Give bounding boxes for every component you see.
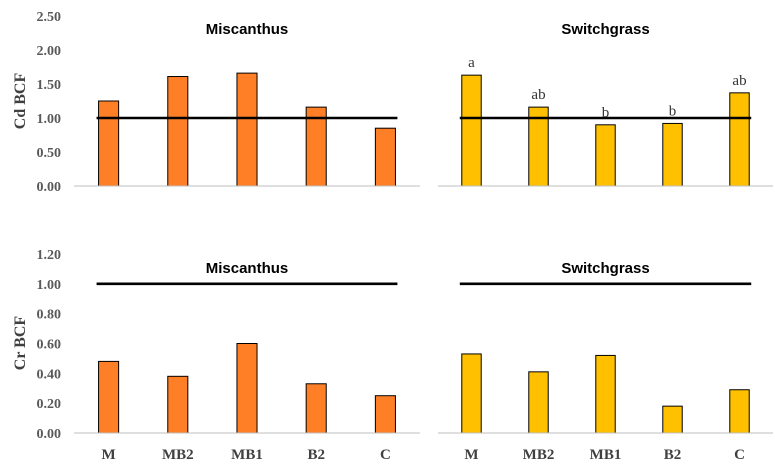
cd-miscanthus-bar-mb1 xyxy=(236,72,258,187)
cr-switchgrass-bar-c xyxy=(729,389,750,434)
cr-miscanthus-bar-mb1 xyxy=(236,343,258,434)
cr-miscanthus-bar-b2 xyxy=(305,383,327,434)
cd-miscanthus-ytick-label: 0.00 xyxy=(37,180,62,195)
cd-switchgrass-title: Switchgrass xyxy=(561,21,649,38)
cr-miscanthus-category-label: MB1 xyxy=(231,447,263,463)
cd-miscanthus-ytick-label: 0.50 xyxy=(37,146,62,161)
cr-switchgrass-bar-b2 xyxy=(662,405,683,434)
cr-switchgrass-bar-mb1 xyxy=(595,354,616,434)
cr-miscanthus-ytick-label: 0.60 xyxy=(37,338,62,353)
cr-switchgrass-category-label: MB1 xyxy=(590,447,622,463)
cr-miscanthus-bar-c xyxy=(374,395,396,434)
cd-miscanthus-ytick-label: 1.00 xyxy=(37,112,62,127)
cd-miscanthus-bar-m xyxy=(98,100,120,187)
cd-switchgrass-significance-label: b xyxy=(602,105,610,121)
cr-miscanthus-category-label: C xyxy=(380,447,391,463)
cd-miscanthus-ytick-label: 2.50 xyxy=(37,10,62,25)
cr-miscanthus-ytick-label: 0.00 xyxy=(37,427,62,442)
cd-switchgrass-significance-label: ab xyxy=(531,87,545,103)
cd-miscanthus-ytick-label: 1.50 xyxy=(37,78,62,93)
cd-miscanthus-ytick-label: 2.00 xyxy=(37,44,62,59)
cd-switchgrass-bar-c xyxy=(729,92,750,187)
cr-miscanthus-category-label: MB2 xyxy=(162,447,194,463)
cr-switchgrass-category-label: B2 xyxy=(664,447,682,463)
cr-switchgrass-title: Switchgrass xyxy=(561,260,649,277)
cr-switchgrass-bar-m xyxy=(461,353,482,434)
cr-miscanthus-title: Miscanthus xyxy=(206,260,289,277)
cd-switchgrass-significance-label: b xyxy=(669,103,677,119)
cr-miscanthus-bar-mb2 xyxy=(167,375,189,434)
cr-miscanthus-ytick-label: 0.20 xyxy=(37,397,62,412)
cr-miscanthus-ytick-label: 1.20 xyxy=(37,248,62,263)
cd-switchgrass-bar-mb1 xyxy=(595,124,616,187)
cr-miscanthus-ytick-label: 0.40 xyxy=(37,367,62,382)
cr-switchgrass-category-label: C xyxy=(734,447,745,463)
cr-switchgrass-bar-mb2 xyxy=(528,371,549,434)
cr-miscanthus-ytick-label: 1.00 xyxy=(37,278,62,293)
cd-switchgrass-bar-m xyxy=(461,74,482,187)
cd-miscanthus-title: Miscanthus xyxy=(206,21,289,38)
cd-miscanthus-bar-c xyxy=(374,127,396,187)
cr-switchgrass-category-label: M xyxy=(464,447,478,463)
cd-switchgrass-bar-b2 xyxy=(662,122,683,187)
cr-miscanthus-category-label: B2 xyxy=(307,447,325,463)
cr-switchgrass-category-label: MB2 xyxy=(523,447,555,463)
cd-miscanthus-bar-mb2 xyxy=(167,76,189,187)
cd-switchgrass-significance-label: ab xyxy=(732,73,746,89)
cr-miscanthus-category-label: M xyxy=(102,447,116,463)
cr-miscanthus-bar-m xyxy=(98,360,120,434)
cr-miscanthus-y-axis-label: Cr BCF xyxy=(12,316,29,371)
cd-miscanthus-y-axis-label: Cd BCF xyxy=(12,73,29,130)
cr-miscanthus-ytick-label: 0.80 xyxy=(37,308,62,323)
cd-switchgrass-significance-label: a xyxy=(468,55,475,71)
